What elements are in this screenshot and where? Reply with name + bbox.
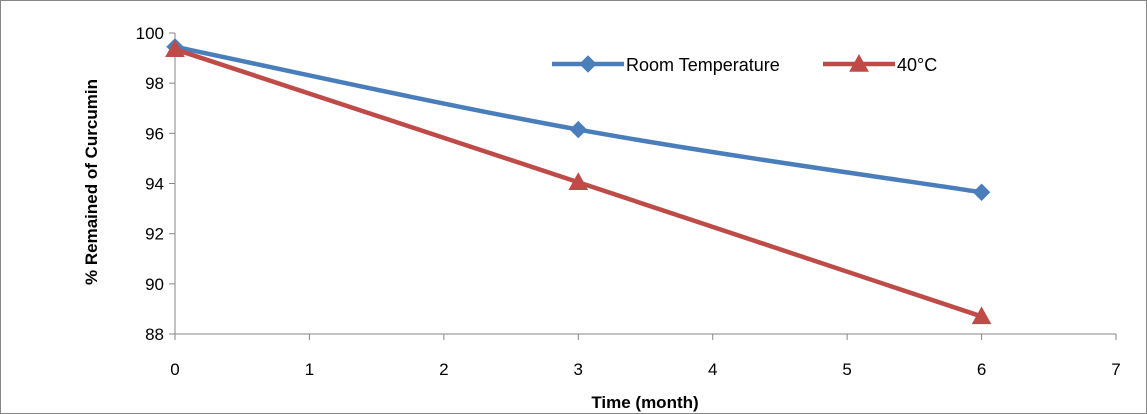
x-tick-label: 7 [1111, 360, 1120, 379]
x-tick-label: 1 [305, 360, 314, 379]
y-tick-label: 98 [145, 74, 164, 93]
legend-item-0: Room Temperature [552, 55, 780, 75]
y-tick-label: 100 [136, 24, 164, 43]
ticks: 88 90 92 94 96 98 100 0 1 2 3 4 5 6 7 [136, 24, 1121, 379]
series-1 [165, 39, 992, 325]
x-tick-label: 3 [574, 360, 583, 379]
y-tick-label: 96 [145, 124, 164, 143]
y-axis-title: % Remained of Curcumin [82, 79, 101, 285]
x-tick-label: 0 [170, 360, 179, 379]
legend-label: 40°C [897, 55, 937, 75]
y-tick-label: 94 [145, 175, 164, 194]
data-point [165, 39, 185, 58]
x-axis-title: Time (month) [591, 393, 698, 412]
x-tick-label: 2 [439, 360, 448, 379]
x-tick-label: 6 [977, 360, 986, 379]
data-point [972, 183, 991, 201]
legend-item-1: 40°C [823, 53, 937, 75]
series-group [165, 38, 992, 325]
y-tick-label: 90 [145, 275, 164, 294]
y-tick-label: 88 [145, 325, 164, 344]
legend-label: Room Temperature [626, 55, 780, 75]
data-point [971, 306, 992, 325]
legend: Room Temperature 40°C [552, 53, 937, 75]
data-point [568, 172, 589, 190]
legend-marker [849, 53, 869, 72]
legend-marker [579, 55, 597, 73]
x-tick-label: 5 [842, 360, 851, 379]
x-tick-label: 4 [708, 360, 717, 379]
y-tick-label: 92 [145, 225, 164, 244]
data-point [569, 120, 587, 139]
